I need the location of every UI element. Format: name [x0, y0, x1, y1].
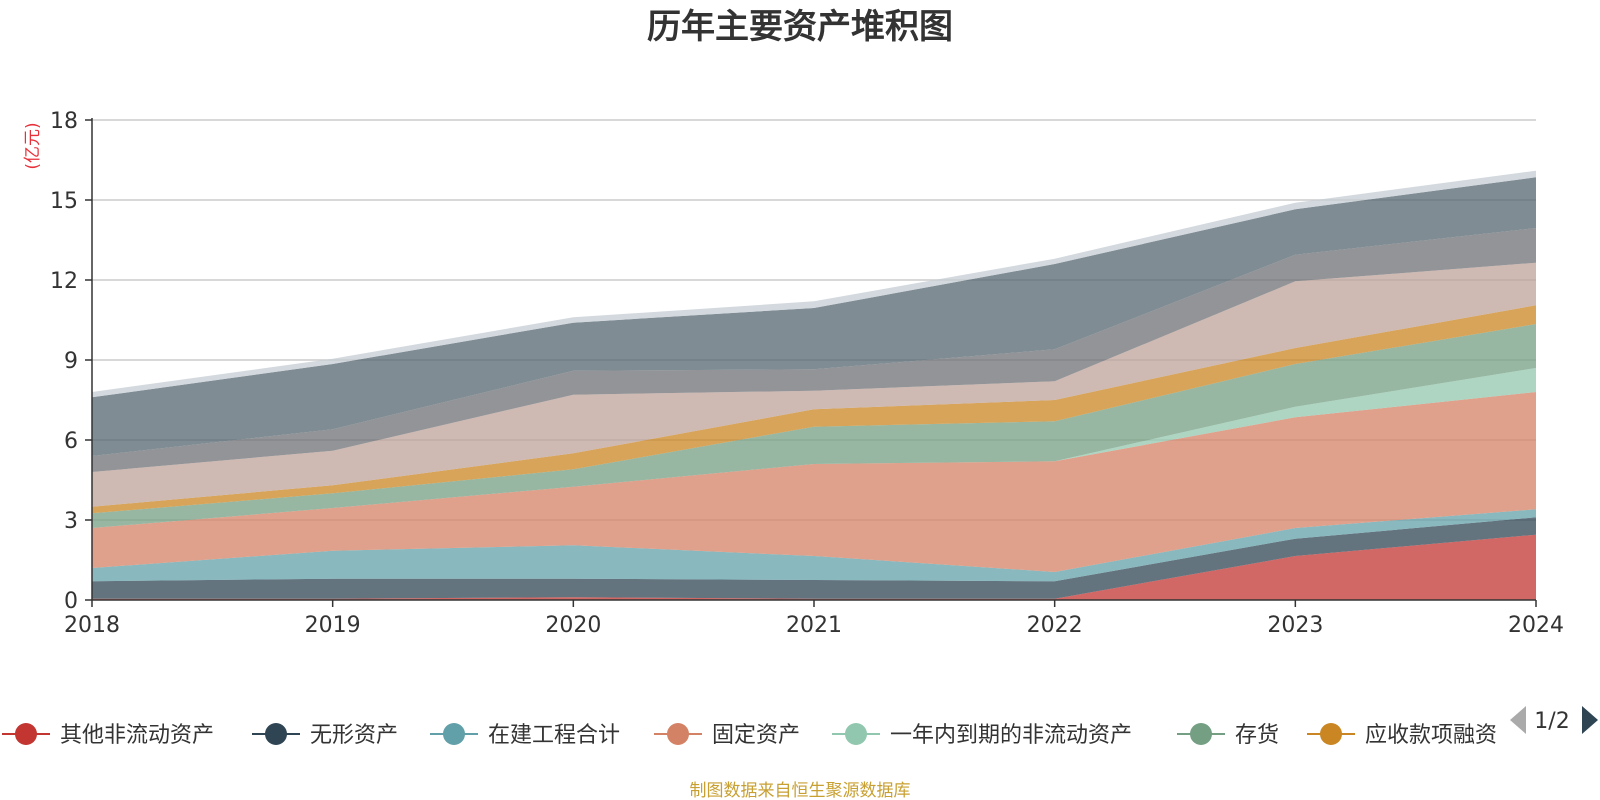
legend-label: 在建工程合计	[488, 723, 620, 748]
area-series-layer	[92, 170, 1536, 600]
x-tick-label: 2024	[1508, 613, 1564, 638]
legend-item-4[interactable]: 固定资产	[654, 723, 800, 748]
area-series-6	[92, 324, 1536, 528]
legend-label: 存货	[1235, 723, 1279, 748]
y-tick-label: 15	[50, 189, 78, 214]
y-tick-label: 18	[50, 109, 78, 134]
legend-prev-page-icon[interactable]	[1510, 706, 1526, 734]
legend-circle-icon	[667, 723, 689, 745]
legend-circle-icon	[15, 723, 37, 745]
area-series-10	[92, 177, 1536, 457]
x-tick-label: 2020	[545, 613, 601, 638]
legend-label: 一年内到期的非流动资产	[890, 723, 1132, 748]
legend-item-3[interactable]: 在建工程合计	[430, 723, 620, 748]
legend-item-7[interactable]: 应收款项融资	[1307, 723, 1497, 748]
axes: 0 3 6 9 12 15 18 2018 2019 2020 2021 2022 2023 2024	[50, 109, 1564, 638]
legend-circle-icon	[265, 723, 287, 745]
area-series-1	[92, 534, 1536, 600]
legend-label: 无形资产	[310, 723, 398, 748]
y-tick-label: 9	[64, 349, 78, 374]
x-tick-label: 2022	[1027, 613, 1083, 638]
area-series-4	[92, 392, 1536, 572]
area-series-3	[92, 509, 1536, 582]
legend-item-5[interactable]: 一年内到期的非流动资产	[832, 723, 1132, 748]
chart-title: 历年主要资产堆积图	[647, 7, 953, 47]
y-axis-unit-label: (亿元)	[23, 122, 43, 169]
legend-circle-icon	[1190, 723, 1212, 745]
legend: 其他非流动资产 无形资产 在建工程合计 固定资产 一年内到期的非流动资产 存货 应收款项融资	[2, 723, 1497, 748]
y-tick-label: 0	[64, 589, 78, 614]
legend-circle-icon	[1320, 723, 1342, 745]
legend-page-indicator: 1/2	[1534, 709, 1569, 734]
x-tick-label: 2019	[305, 613, 361, 638]
area-series-11	[92, 170, 1536, 398]
y-tick-label: 3	[64, 509, 78, 534]
area-series-9	[92, 228, 1536, 472]
x-tick-label: 2018	[64, 613, 120, 638]
y-tick-label: 12	[50, 269, 78, 294]
legend-label: 固定资产	[712, 723, 800, 748]
x-tick-label: 2021	[786, 613, 842, 638]
legend-item-1[interactable]: 其他非流动资产	[2, 723, 214, 748]
area-series-8	[92, 262, 1536, 507]
x-tick-label: 2023	[1267, 613, 1323, 638]
legend-circle-icon	[443, 723, 465, 745]
legend-item-6[interactable]: 存货	[1177, 723, 1279, 748]
area-series-2	[92, 517, 1536, 599]
legend-circle-icon	[845, 723, 867, 745]
legend-pager: 1/2	[1510, 706, 1598, 734]
y-tick-label: 6	[64, 429, 78, 454]
legend-label: 其他非流动资产	[60, 723, 214, 748]
legend-next-page-icon[interactable]	[1582, 706, 1598, 734]
legend-item-2[interactable]: 无形资产	[252, 723, 398, 748]
data-source-note: 制图数据来自恒生聚源数据库	[690, 781, 911, 800]
legend-label: 应收款项融资	[1365, 723, 1497, 748]
